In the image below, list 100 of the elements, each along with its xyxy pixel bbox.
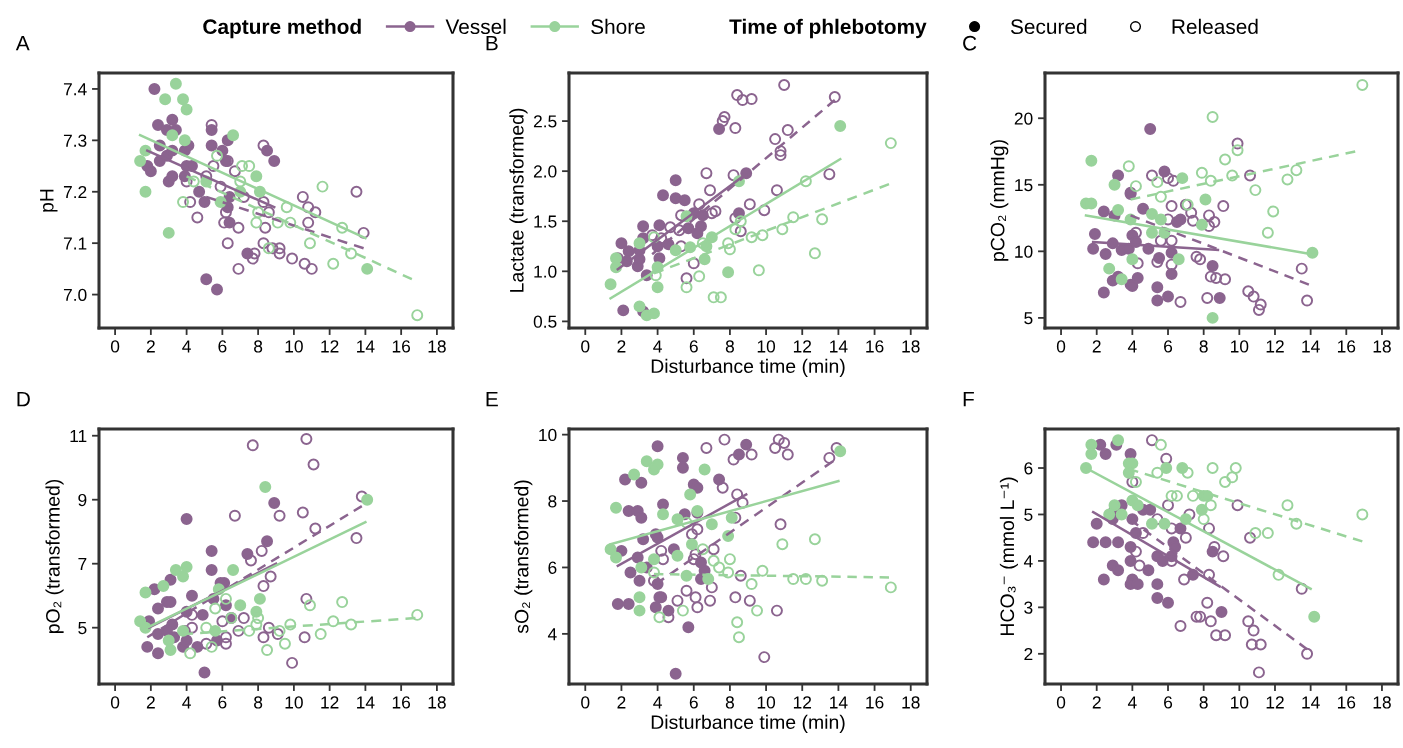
y-tick-label: 7.0 bbox=[63, 288, 87, 302]
x-axis-title: Disturbance time (min) bbox=[651, 714, 845, 733]
y-tick-label: 7.3 bbox=[63, 134, 87, 147]
x-tick-label: 18 bbox=[1373, 696, 1391, 709]
chart-title: B bbox=[486, 36, 498, 51]
x-tick-label: 0 bbox=[1056, 340, 1066, 353]
x-tick-label: 10 bbox=[1231, 696, 1249, 709]
x-tick-label: 10 bbox=[757, 696, 776, 709]
y-tick-label: 4 bbox=[1023, 555, 1033, 568]
x-tick-label: 2 bbox=[617, 696, 626, 709]
chart-title: E bbox=[486, 392, 498, 407]
x-tick-label: 16 bbox=[866, 340, 884, 353]
text: Time of phlebotomy bbox=[729, 18, 927, 39]
x-tick-label: 6 bbox=[689, 340, 698, 353]
x-tick-label: 8 bbox=[725, 340, 734, 353]
x-tick-label: 6 bbox=[218, 340, 227, 353]
x-tick-label: 14 bbox=[1302, 340, 1320, 353]
x-axis-title: Disturbance time (min) bbox=[651, 358, 845, 377]
y-tick-label: 8 bbox=[548, 495, 557, 508]
y-axis-title: pH bbox=[40, 189, 58, 212]
x-tick-label: 12 bbox=[793, 340, 812, 353]
y-axis-title: Lactate (transformed) bbox=[509, 108, 528, 292]
text: Released bbox=[1172, 18, 1258, 35]
y-tick-label: 1.5 bbox=[534, 215, 557, 228]
chart-title: A bbox=[15, 36, 30, 51]
x-tick-label: 14 bbox=[1302, 696, 1320, 709]
x-tick-label: 16 bbox=[392, 696, 411, 709]
x-tick-label: 14 bbox=[830, 696, 848, 709]
x-tick-label: 16 bbox=[1337, 696, 1356, 709]
y-tick-label: 2 bbox=[1024, 647, 1033, 661]
x-tick-label: 8 bbox=[254, 340, 263, 353]
x-tick-label: 12 bbox=[321, 340, 339, 353]
x-tick-label: 10 bbox=[285, 696, 303, 709]
y-tick-label: 10 bbox=[1015, 245, 1033, 258]
x-tick-label: 12 bbox=[793, 696, 812, 709]
y-axis-title: pCO₂ (mmHg) bbox=[990, 140, 1009, 261]
x-tick-label: 18 bbox=[902, 340, 920, 353]
y-axis-title: sO₂ (transformed) bbox=[514, 480, 533, 634]
y-axis-title: HCO₃⁻ (mmol L⁻¹) bbox=[999, 477, 1018, 636]
x-tick-label: 18 bbox=[1373, 340, 1391, 353]
y-tick-label: 6 bbox=[548, 561, 557, 574]
y-tick-label: 7.1 bbox=[63, 237, 87, 250]
y-axis-title: pO₂ (transformed) bbox=[45, 479, 64, 634]
y-tick-label: 7.2 bbox=[63, 185, 87, 199]
x-tick-label: 16 bbox=[1337, 340, 1356, 353]
x-tick-label: 4 bbox=[653, 340, 662, 353]
x-tick-label: 10 bbox=[757, 340, 776, 353]
x-tick-label: 6 bbox=[1164, 696, 1173, 709]
x-tick-label: 12 bbox=[1266, 340, 1284, 353]
x-tick-label: 4 bbox=[182, 696, 191, 709]
x-tick-label: 6 bbox=[218, 696, 227, 709]
x-tick-label: 8 bbox=[1199, 696, 1208, 709]
x-tick-label: 4 bbox=[653, 696, 662, 709]
legend-label: Shore bbox=[591, 18, 645, 35]
x-tick-label: 2 bbox=[146, 340, 155, 353]
y-tick-label: 20 bbox=[1014, 112, 1033, 125]
y-tick-label: 7 bbox=[78, 558, 87, 570]
y-tick-label: 9 bbox=[78, 493, 87, 507]
y-tick-label: 5 bbox=[78, 622, 87, 635]
x-tick-label: 14 bbox=[830, 340, 848, 353]
y-tick-label: 6 bbox=[1024, 462, 1033, 475]
y-tick-label: 7.4 bbox=[63, 83, 87, 96]
x-tick-label: 18 bbox=[428, 340, 446, 353]
legend-label: Vessel bbox=[445, 18, 506, 35]
text: Secured bbox=[1010, 18, 1087, 35]
x-tick-label: 6 bbox=[1164, 340, 1173, 353]
legend-title: Capture method bbox=[203, 18, 361, 39]
y-tick-label: 15 bbox=[1015, 179, 1033, 192]
x-tick-label: 2 bbox=[617, 340, 626, 353]
x-tick-label: 8 bbox=[254, 696, 263, 709]
x-tick-label: 0 bbox=[581, 340, 590, 353]
x-tick-label: 4 bbox=[182, 340, 191, 353]
x-tick-label: 10 bbox=[285, 340, 303, 353]
x-tick-label: 4 bbox=[1127, 340, 1137, 353]
x-tick-label: 8 bbox=[1199, 340, 1208, 353]
chart-title: F bbox=[963, 392, 974, 407]
x-tick-label: 12 bbox=[1266, 696, 1284, 709]
x-tick-label: 10 bbox=[1231, 340, 1249, 353]
x-tick-label: 18 bbox=[428, 696, 446, 709]
x-tick-label: 16 bbox=[866, 696, 884, 709]
y-tick-label: 3 bbox=[1024, 601, 1033, 614]
x-tick-label: 12 bbox=[321, 696, 339, 709]
x-tick-label: 4 bbox=[1127, 696, 1137, 709]
y-tick-label: 2.5 bbox=[533, 115, 557, 128]
y-tick-label: 0.5 bbox=[533, 315, 557, 328]
x-tick-label: 8 bbox=[725, 696, 734, 709]
y-tick-label: 2.0 bbox=[533, 165, 557, 178]
x-tick-label: 2 bbox=[1092, 340, 1101, 353]
chart-title: C bbox=[963, 35, 977, 51]
x-tick-label: 0 bbox=[1056, 696, 1066, 709]
x-tick-label: 0 bbox=[110, 340, 120, 353]
x-tick-label: 2 bbox=[1092, 696, 1101, 709]
x-tick-label: 0 bbox=[581, 696, 590, 709]
x-tick-label: 14 bbox=[357, 696, 375, 709]
y-tick-label: 5 bbox=[1024, 312, 1033, 325]
y-tick-label: 4 bbox=[547, 628, 557, 641]
x-tick-label: 14 bbox=[357, 340, 375, 353]
y-tick-label: 1.0 bbox=[534, 265, 557, 278]
y-tick-label: 10 bbox=[539, 428, 557, 442]
x-tick-label: 16 bbox=[392, 340, 411, 353]
